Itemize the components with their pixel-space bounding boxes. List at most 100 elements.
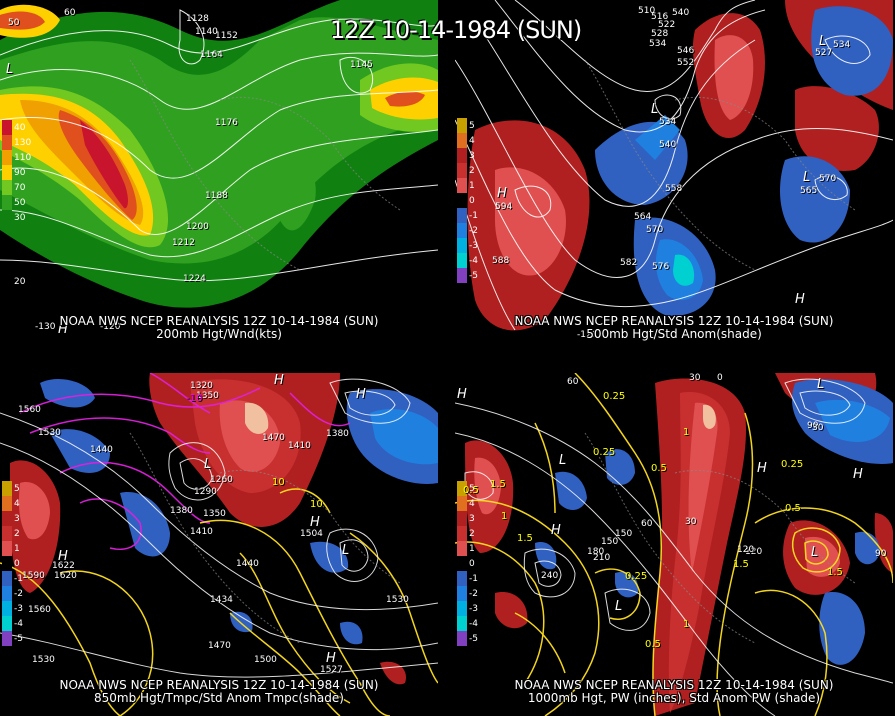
legend-item: 0 xyxy=(457,556,478,571)
contour-label: 120 xyxy=(737,545,755,555)
contour-label: 564 xyxy=(634,212,652,222)
contour-label: 540 xyxy=(659,140,677,150)
contour-label: 120 xyxy=(745,547,763,557)
contour-label: 210 xyxy=(593,553,611,563)
legend-swatch xyxy=(457,496,467,511)
contour-label: 150 xyxy=(601,537,619,547)
legend-item: -4 xyxy=(457,616,478,631)
contour-label: 1530 xyxy=(386,595,409,605)
contour-label: 534 xyxy=(659,117,677,127)
contour-label: 1350 xyxy=(196,391,219,401)
legend-label: -1 xyxy=(469,210,478,221)
legend-850mb: 5 4 3 2 1 0 -1 -2 -3 -4 -5 xyxy=(2,481,23,646)
legend-item: 1 xyxy=(2,541,23,556)
legend-label: 1 xyxy=(469,180,475,191)
panel-850mb: 5 4 3 2 1 0 -1 -2 -3 -4 -5 1560 1530 1320 1350 147… xyxy=(0,373,438,716)
legend-swatch xyxy=(2,601,12,616)
legend-item: 4 xyxy=(457,133,478,148)
low-center: L xyxy=(342,543,350,558)
legend-swatch xyxy=(2,210,12,225)
legend-item: 5 xyxy=(457,118,478,133)
legend-label: -1 xyxy=(469,573,478,584)
high-center: H xyxy=(356,387,366,402)
panel-subcaption: 1000mb Hgt, PW (inches), Std Anom PW (sh… xyxy=(527,691,821,705)
contour-label: 30 xyxy=(689,373,701,383)
legend-label: -3 xyxy=(469,240,478,251)
legend-item: -1 xyxy=(2,571,23,586)
legend-item: -4 xyxy=(2,616,23,631)
contour-label: 30 xyxy=(812,423,824,433)
legend-swatch xyxy=(2,511,12,526)
legend-swatch xyxy=(457,556,467,571)
panel-subcaption: 500mb Hgt/Std Anom(shade) xyxy=(586,327,762,341)
legend-item: 110 xyxy=(2,150,31,165)
pw-label: 1 xyxy=(683,619,690,630)
contour-label: 527 xyxy=(815,48,833,58)
contour-label: 1350 xyxy=(203,509,226,519)
legend-item: -5 xyxy=(457,268,478,283)
low-center: L xyxy=(615,599,623,614)
legend-item: 5 xyxy=(2,481,23,496)
legend-item: 50 xyxy=(2,195,31,210)
legend-label: 40 xyxy=(14,122,26,133)
legend-label: 3 xyxy=(469,513,475,524)
pw-label: 1 xyxy=(683,427,690,438)
contour-label: 534 xyxy=(833,40,851,50)
legend-swatch xyxy=(457,193,467,208)
legend-swatch xyxy=(2,180,12,195)
legend-swatch xyxy=(2,541,12,556)
legend-label: 1 xyxy=(469,543,475,554)
grid-label: 60 xyxy=(64,8,76,18)
grid-label: -120 xyxy=(577,330,598,340)
legend-label: 3 xyxy=(14,513,20,524)
legend-item: 130 xyxy=(2,135,31,150)
legend-swatch xyxy=(2,135,12,150)
legend-item: 0 xyxy=(457,193,478,208)
legend-label: 2 xyxy=(14,528,20,539)
legend-item: -4 xyxy=(457,253,478,268)
contour-label: 1152 xyxy=(215,31,238,41)
legend-swatch xyxy=(2,616,12,631)
panel-subcaption: 200mb Hgt/Wnd(kts) xyxy=(156,327,282,341)
legend-item: 2 xyxy=(2,526,23,541)
contour-label: 522 xyxy=(658,20,676,30)
contour-label: 0 xyxy=(717,373,723,383)
contour-label: 1590 xyxy=(22,571,45,581)
contour-label: 540 xyxy=(672,8,690,18)
legend-label: 4 xyxy=(469,135,475,146)
legend-swatch xyxy=(457,571,467,586)
legend-label: 5 xyxy=(469,483,475,494)
low-center: L xyxy=(811,545,819,560)
panel-caption: NOAA NWS NCEP REANALYSIS 12Z 10-14-1984 … xyxy=(59,314,379,328)
contour-label: 1128 xyxy=(186,14,209,24)
low-center: L xyxy=(651,102,659,117)
high-center: H xyxy=(58,549,68,564)
contour-label: 1622 xyxy=(52,561,75,571)
legend-swatch xyxy=(457,253,467,268)
legend-item: -3 xyxy=(457,238,478,253)
pw-label: 1 xyxy=(501,511,508,522)
legend-label: 1 xyxy=(14,543,20,554)
legend-label: -2 xyxy=(469,225,478,236)
low-center: L xyxy=(803,170,811,185)
contour-label: 60 xyxy=(641,519,653,529)
legend-label: -3 xyxy=(469,603,478,614)
high-center: H xyxy=(795,292,805,307)
legend-swatch xyxy=(2,496,12,511)
pw-label: 0.5 xyxy=(463,485,479,496)
legend-item: -1 xyxy=(457,571,478,586)
legend-item: 1 xyxy=(457,541,478,556)
contour-label: 1470 xyxy=(208,641,231,651)
contour-label: 1380 xyxy=(170,506,193,516)
pw-label: 0.25 xyxy=(625,571,648,582)
pw-label: 1.5 xyxy=(490,479,506,490)
legend-label: -5 xyxy=(469,633,478,644)
legend-swatch xyxy=(2,586,12,601)
legend-item: 2 xyxy=(457,163,478,178)
legend-label: 30 xyxy=(14,212,26,223)
legend-item: 1 xyxy=(457,178,478,193)
contour-label: 1434 xyxy=(210,595,233,605)
legend-swatch xyxy=(2,481,12,496)
grid-label: 50 xyxy=(8,18,20,28)
contour-label: 90 xyxy=(807,421,819,431)
